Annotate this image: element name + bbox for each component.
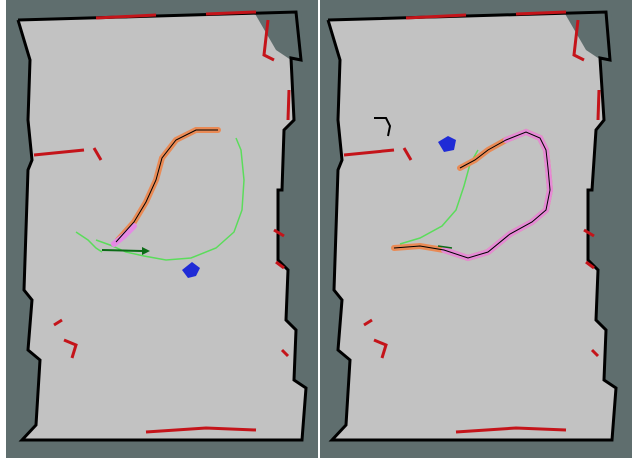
map-panel-right — [320, 0, 632, 458]
red-wall-segments — [33, 10, 291, 434]
trajectory-pink — [111, 223, 137, 247]
particle-cloud — [438, 136, 456, 152]
wall-outline — [326, 10, 618, 442]
free-space-region — [18, 12, 306, 440]
red-wall-segments — [343, 10, 601, 434]
scan-artifact — [374, 117, 392, 137]
wall-outline — [16, 10, 308, 442]
robot-pose-arrowhead — [142, 247, 150, 255]
map-panel-left — [6, 0, 318, 458]
trajectory-black — [115, 129, 218, 243]
robot-pose-arrow — [101, 249, 143, 252]
particle-cloud — [182, 262, 200, 278]
free-space-region — [328, 12, 616, 440]
planned-path-tail — [75, 231, 103, 253]
occupancy-map-left — [6, 0, 318, 458]
trajectory-black — [393, 131, 551, 259]
robot-pose-arrow — [437, 245, 453, 249]
occupancy-map-right — [320, 0, 632, 458]
